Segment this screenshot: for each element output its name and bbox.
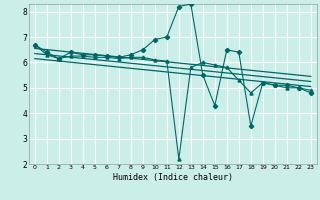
X-axis label: Humidex (Indice chaleur): Humidex (Indice chaleur) <box>113 173 233 182</box>
